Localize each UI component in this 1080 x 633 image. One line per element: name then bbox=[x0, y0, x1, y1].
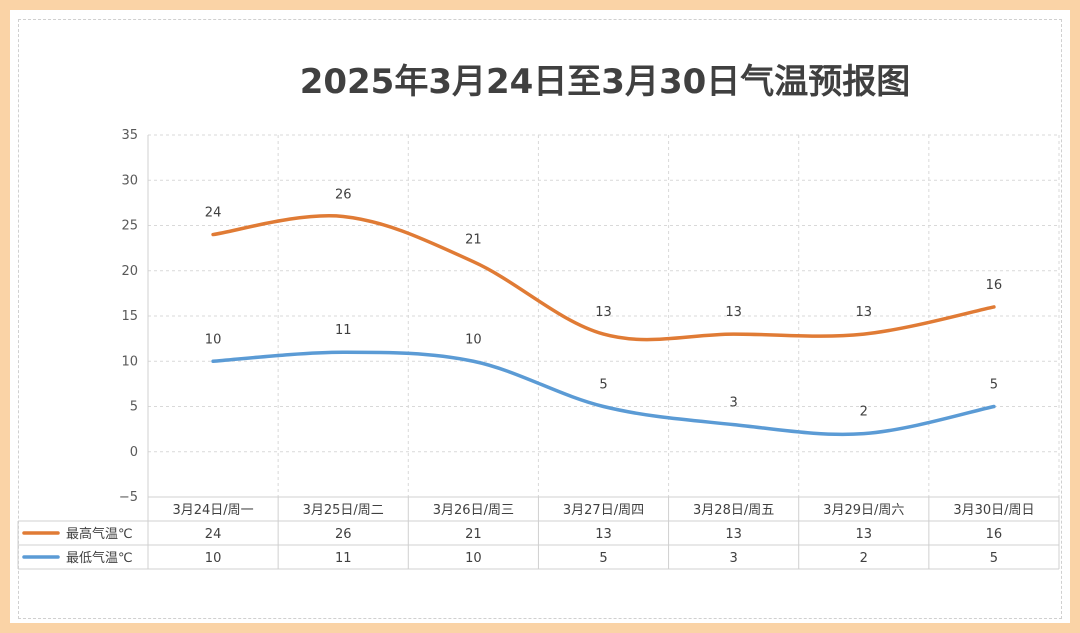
table-cell: 2 bbox=[860, 551, 868, 566]
data-label: 10 bbox=[465, 332, 482, 347]
data-label: 5 bbox=[990, 378, 998, 393]
data-label: 13 bbox=[595, 305, 612, 320]
x-tick-label: 3月28日/周五 bbox=[693, 503, 774, 518]
y-tick-label: 25 bbox=[121, 219, 138, 234]
table-cell: 10 bbox=[205, 551, 222, 566]
data-label: 16 bbox=[986, 278, 1003, 293]
data-label: 5 bbox=[599, 378, 607, 393]
data-table: 3月24日/周一 3月25日/周二 3月26日/周三 3月27日/周四 3月28日/周五… bbox=[17, 496, 1060, 570]
series-lines bbox=[211, 214, 996, 437]
legend-label: 最高气温℃ bbox=[66, 526, 133, 542]
legend-label: 最低气温℃ bbox=[66, 550, 133, 566]
table-cell: 16 bbox=[986, 527, 1003, 542]
x-tick-label: 3月26日/周三 bbox=[433, 503, 514, 518]
y-tick-label: 30 bbox=[121, 173, 138, 188]
table-cell: 21 bbox=[465, 527, 482, 542]
x-tick-label: 3月29日/周六 bbox=[823, 503, 904, 518]
y-tick-label: 5 bbox=[130, 400, 138, 415]
data-label: 10 bbox=[205, 332, 222, 347]
y-axis: −5 0 5 10 15 20 25 30 35 bbox=[119, 128, 149, 505]
series-line-1 bbox=[211, 350, 996, 437]
data-label: 21 bbox=[465, 233, 482, 248]
table-cell: 13 bbox=[725, 527, 742, 542]
data-label: 24 bbox=[205, 206, 222, 221]
card-border bbox=[18, 19, 1062, 619]
x-tick-label: 3月27日/周四 bbox=[563, 503, 644, 518]
table-cell: 13 bbox=[856, 527, 873, 542]
table-cell: 10 bbox=[465, 551, 482, 566]
y-tick-label: 20 bbox=[121, 264, 138, 279]
series-line-0 bbox=[211, 214, 996, 342]
x-tick-label: 3月25日/周二 bbox=[303, 503, 384, 518]
y-tick-label: −5 bbox=[119, 490, 138, 505]
data-label: 26 bbox=[335, 187, 352, 202]
y-tick-label: 10 bbox=[121, 354, 138, 369]
table-cell: 26 bbox=[335, 527, 352, 542]
data-label: 11 bbox=[335, 323, 352, 338]
table-cell: 11 bbox=[335, 551, 352, 566]
data-labels: 24 26 21 13 13 13 16 10 11 10 5 3 2 5 bbox=[205, 187, 1002, 419]
table-cell: 5 bbox=[599, 551, 607, 566]
table-cell: 3 bbox=[730, 551, 738, 566]
y-tick-label: 35 bbox=[121, 128, 138, 143]
x-tick-label: 3月24日/周一 bbox=[172, 503, 253, 518]
y-tick-label: 15 bbox=[121, 309, 138, 324]
data-label: 13 bbox=[856, 305, 873, 320]
table-cell: 24 bbox=[205, 527, 222, 542]
table-cell: 13 bbox=[595, 527, 612, 542]
data-label: 13 bbox=[725, 305, 742, 320]
table-cell: 5 bbox=[990, 551, 998, 566]
x-tick-label: 3月30日/周日 bbox=[953, 503, 1034, 518]
y-tick-label: 0 bbox=[130, 445, 138, 460]
chart-title: 2025年3月24日至3月30日气温预报图 bbox=[299, 62, 911, 102]
data-label: 3 bbox=[730, 396, 738, 411]
data-label: 2 bbox=[860, 405, 868, 420]
